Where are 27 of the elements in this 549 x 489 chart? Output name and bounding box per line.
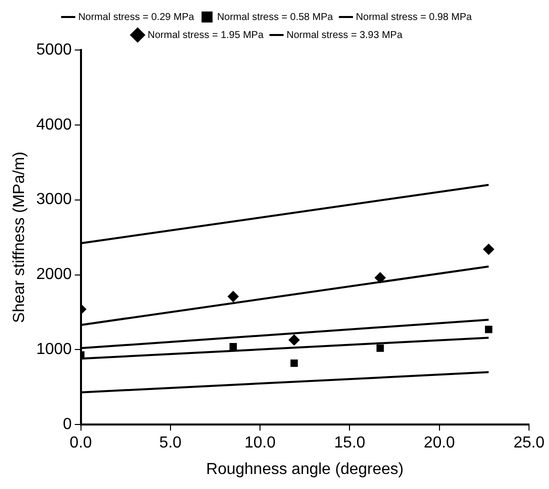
y-tick-label: 3000 (36, 191, 72, 208)
y-tick-label: 0 (62, 416, 72, 434)
x-tick-label: 5.0 (159, 434, 182, 452)
y-tick-label: 1000 (36, 341, 72, 358)
y-axis-title: Shear stiffness (MPa/m) (11, 152, 28, 323)
legend-label: Normal stress = 0.58 MPa (217, 12, 334, 23)
x-axis-title: Roughness angle (degrees) (206, 460, 404, 478)
point (290, 359, 298, 367)
y-tick-label: 4000 (36, 116, 72, 134)
legend-label: Normal stress = 3.93 MPa (286, 30, 403, 41)
x-tick-label: 0.0 (70, 434, 92, 452)
point (376, 344, 384, 352)
x-tick-label: 25.0 (513, 434, 545, 452)
point (230, 343, 237, 350)
legend-label: Normal stress = 0.98 MPa (356, 12, 472, 23)
point (484, 326, 492, 334)
point (288, 334, 300, 346)
x-tick-label: 20.0 (424, 434, 456, 452)
x-tick-label: 15.0 (334, 434, 366, 452)
point (374, 272, 386, 284)
x-tick-label: 10.0 (244, 434, 276, 452)
point (228, 290, 239, 302)
y-tick-label: 2000 (36, 266, 72, 284)
legend-label: Normal stress = 0.29 MPa (78, 12, 194, 23)
y-tick-label: 5000 (36, 41, 72, 58)
legend-label: Normal stress = 1.95 MPa (148, 30, 264, 41)
point (483, 244, 494, 255)
